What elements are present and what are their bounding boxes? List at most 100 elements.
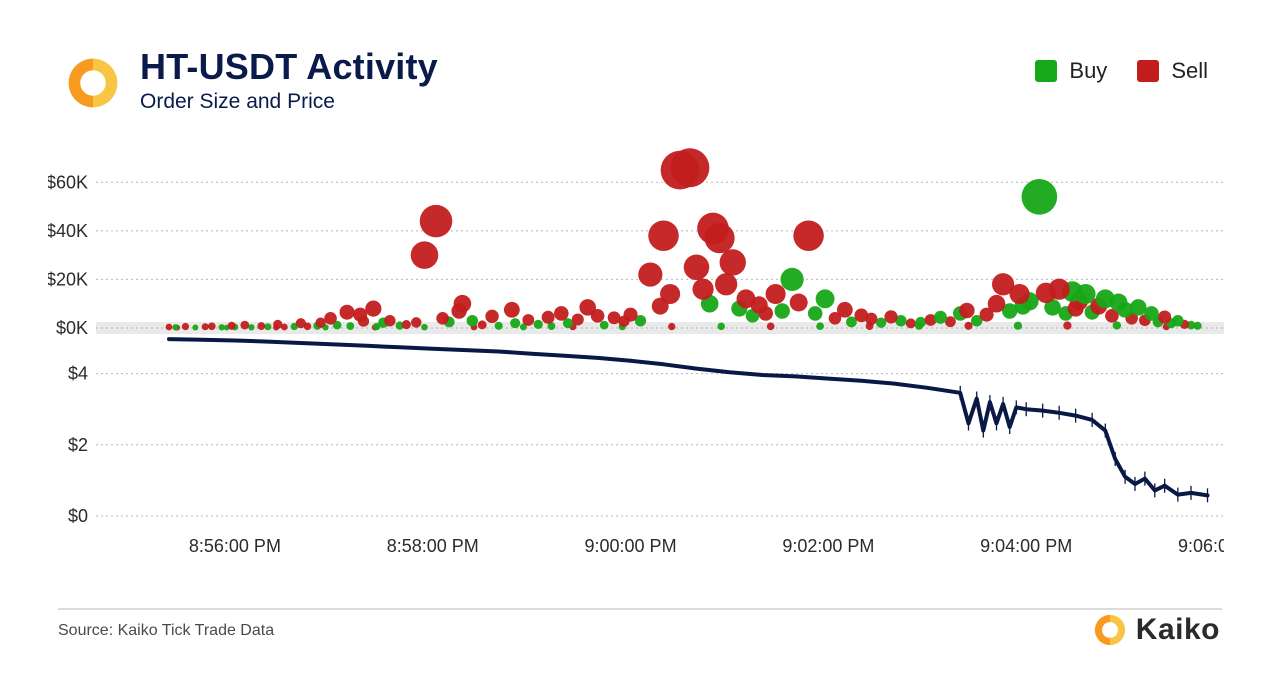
bubble-sell: [324, 312, 337, 325]
y-upper-tick-label: $20K: [48, 269, 88, 289]
bubble-buy: [1096, 289, 1115, 308]
chart-header: HT-USDT Activity Order Size and Price: [64, 48, 438, 114]
footer-divider: [58, 608, 1222, 610]
bubble-sell: [992, 273, 1014, 295]
bubble-buy: [808, 306, 823, 321]
bubble-buy: [1113, 321, 1121, 329]
bubble-buy: [934, 311, 947, 324]
bubble-buy: [534, 320, 543, 329]
bubble-sell: [692, 279, 713, 300]
x-tick-label: 9:06:00 PM: [1178, 536, 1224, 556]
bubble-sell: [1158, 311, 1171, 324]
bubble-buy: [192, 325, 198, 331]
bubble-sell: [208, 323, 216, 331]
bubble-sell: [766, 284, 786, 304]
x-tick-label: 9:00:00 PM: [585, 536, 677, 556]
bubble-sell: [340, 305, 355, 320]
chart-title: HT-USDT Activity: [140, 48, 438, 86]
bubble-sell: [837, 302, 853, 318]
bubble-sell: [854, 308, 868, 322]
bubble-sell: [411, 241, 439, 269]
bubble-buy: [915, 317, 926, 328]
bubble-sell: [660, 284, 680, 304]
bubble-sell: [353, 308, 367, 322]
brand-name: Kaiko: [1136, 613, 1220, 647]
price-line: [169, 339, 1208, 495]
y-upper-tick-label: $0K: [56, 318, 88, 338]
bubble-buy: [780, 268, 803, 291]
x-tick-label: 9:04:00 PM: [980, 536, 1072, 556]
bubble-buy: [421, 324, 428, 331]
bubble-sell: [668, 323, 675, 330]
bubble-sell: [767, 323, 775, 331]
bubble-sell: [365, 300, 381, 316]
legend-swatch-sell: [1137, 60, 1159, 82]
legend-item-buy: Buy: [1035, 58, 1107, 84]
bubble-buy: [1172, 315, 1183, 326]
bubble-buy: [248, 324, 254, 330]
bubble-buy: [1130, 299, 1147, 316]
bubble-buy: [510, 318, 520, 328]
legend-label-sell: Sell: [1171, 58, 1208, 84]
bubble-sell: [384, 315, 395, 326]
bubble-buy: [495, 322, 503, 330]
bubble-buy: [172, 324, 178, 330]
bubble-sell: [228, 322, 236, 330]
y-upper-tick-label: $40K: [48, 221, 88, 241]
bubble-sell: [793, 220, 824, 251]
bubble-buy: [816, 289, 835, 308]
bubble-sell: [273, 320, 282, 329]
chart-subtitle: Order Size and Price: [140, 90, 438, 114]
source-label: Source: Kaiko Tick Trade Data: [58, 622, 274, 640]
bubble-sell: [522, 314, 534, 326]
bubble-buy: [816, 322, 824, 330]
legend-swatch-buy: [1035, 60, 1057, 82]
bubble-sell: [1063, 321, 1071, 329]
bubble-sell: [572, 313, 584, 325]
footer-brand: Kaiko: [1092, 612, 1220, 648]
x-tick-label: 9:02:00 PM: [782, 536, 874, 556]
bubble-sell: [257, 322, 265, 330]
bubble-sell: [608, 311, 621, 324]
bubble-sell: [166, 324, 173, 331]
bubble-sell: [454, 295, 472, 313]
kaiko-logo-icon: [1092, 612, 1128, 648]
bubble-buy: [876, 317, 886, 327]
bubble-buy: [600, 321, 609, 330]
bubble-sell: [478, 320, 487, 329]
bubble-sell: [402, 320, 411, 329]
bubble-sell: [670, 148, 709, 187]
legend-item-sell: Sell: [1137, 58, 1208, 84]
bubble-sell: [715, 273, 737, 295]
bubble-sell: [420, 205, 453, 238]
bubble-sell: [542, 311, 555, 324]
bubble-buy: [1014, 322, 1022, 330]
bubble-sell: [296, 318, 306, 328]
bubble-buy: [219, 324, 225, 330]
bubble-sell: [684, 255, 710, 281]
bubble-sell: [959, 303, 975, 319]
bubble-buy: [1022, 179, 1058, 215]
y-lower-tick-label: $4: [68, 364, 88, 384]
bubble-sell: [411, 317, 422, 328]
bubble-sell: [1049, 279, 1070, 300]
bubble-buy: [346, 322, 354, 330]
y-upper-tick-label: $60K: [48, 172, 88, 192]
legend-label-buy: Buy: [1069, 58, 1107, 84]
bubble-buy: [467, 315, 478, 326]
y-lower-tick-label: $2: [68, 435, 88, 455]
legend: Buy Sell: [1035, 58, 1208, 84]
bubble-sell: [554, 306, 569, 321]
bubble-sell: [906, 318, 916, 328]
bubble-sell: [182, 323, 189, 330]
bubble-sell: [485, 310, 498, 323]
bubble-sell: [697, 213, 729, 245]
bubble-buy: [717, 323, 724, 330]
bubble-sell: [964, 322, 972, 330]
kaiko-logo-icon: [64, 54, 122, 112]
bubble-sell: [736, 289, 755, 308]
bubble-sell: [579, 299, 596, 316]
bubble-sell: [720, 249, 746, 275]
y-lower-tick-label: $0: [68, 506, 88, 526]
bubble-sell: [988, 295, 1006, 313]
